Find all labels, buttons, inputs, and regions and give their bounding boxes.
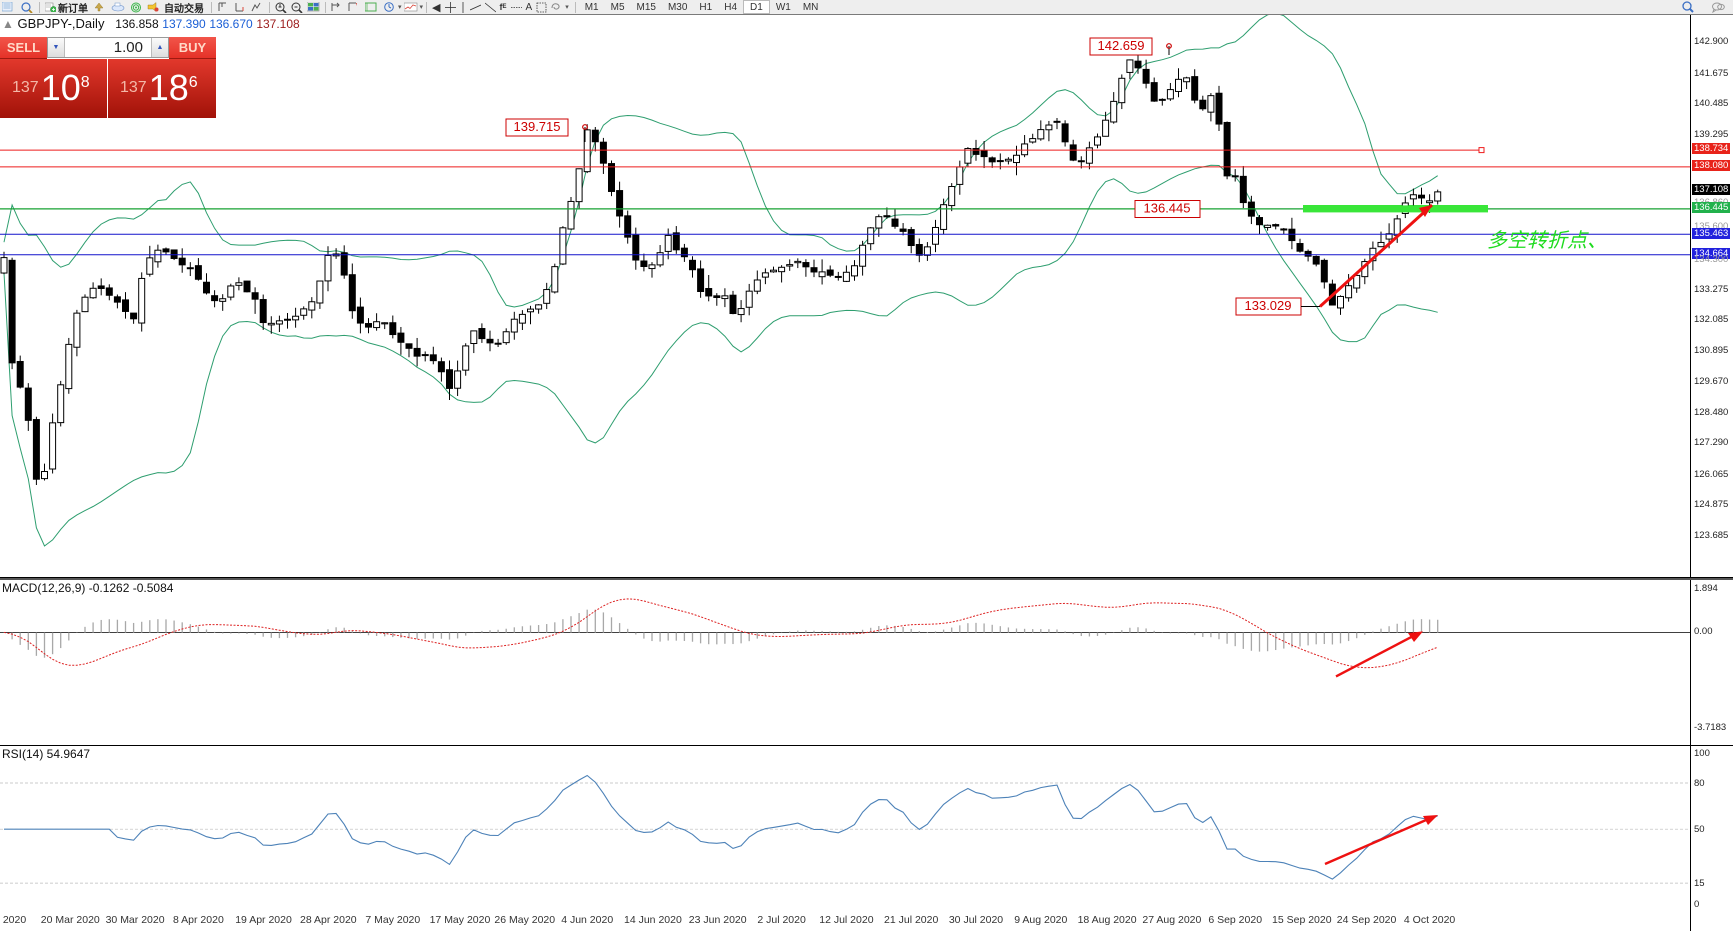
svg-text:多空转折点、: 多空转折点、 <box>1487 230 1607 252</box>
svg-text:142.659: 142.659 <box>1098 38 1145 53</box>
svg-text:133.029: 133.029 <box>1245 298 1292 313</box>
svg-text:139.715: 139.715 <box>514 119 561 134</box>
svg-text:136.445: 136.445 <box>1144 201 1191 216</box>
